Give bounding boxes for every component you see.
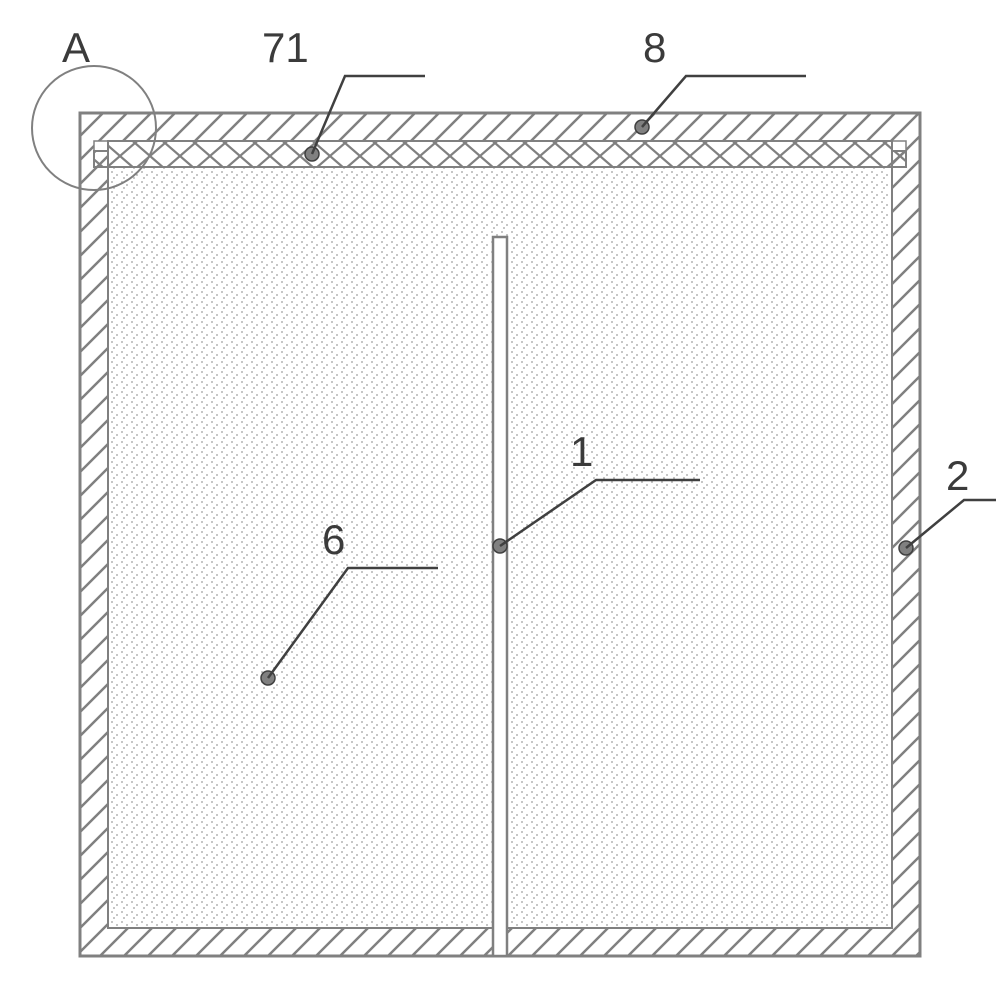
- label-1: 1: [570, 428, 593, 475]
- lip-gap-right: [892, 141, 906, 151]
- label-2: 2: [946, 452, 969, 499]
- plate-71: [94, 141, 906, 167]
- label-71: 71: [262, 24, 309, 71]
- label-8: 8: [643, 24, 666, 71]
- center-rod: [493, 237, 507, 956]
- lip-gap-left: [94, 141, 108, 151]
- engineering-cross-section: A 71 8 1 2 6: [0, 0, 1000, 983]
- label-6: 6: [322, 516, 345, 563]
- label-a: A: [62, 24, 90, 71]
